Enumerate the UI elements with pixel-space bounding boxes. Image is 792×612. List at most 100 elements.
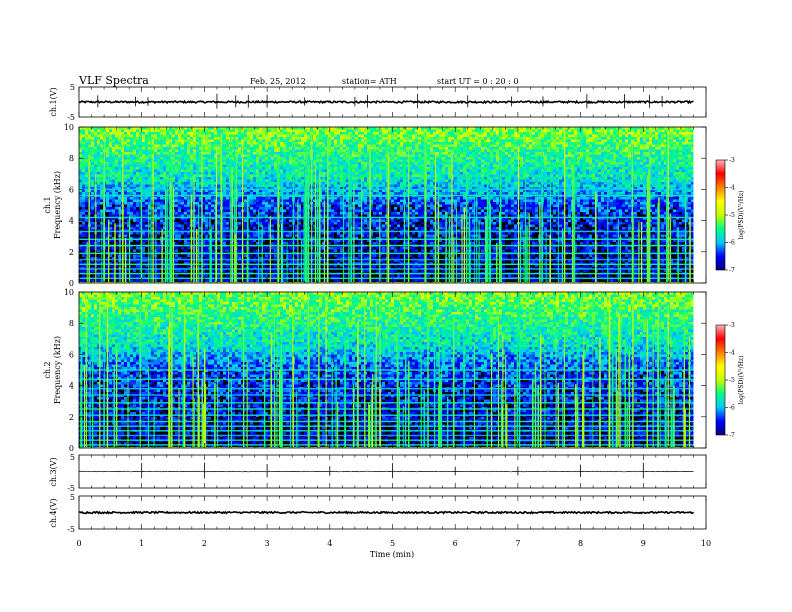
- spectrogram-cell: [520, 169, 523, 172]
- spectrogram-cell: [322, 167, 325, 170]
- spectrogram-cell: [457, 139, 460, 142]
- spectrogram-cell: [271, 172, 274, 175]
- spectrogram-cell: [436, 142, 439, 145]
- spectrogram-cell: [193, 152, 196, 155]
- spectrogram-cell: [160, 149, 163, 152]
- spectrogram-cell: [184, 149, 187, 152]
- spectrogram-cell: [133, 184, 136, 187]
- spectrogram-cell: [421, 157, 424, 160]
- spectrogram-cell: [100, 144, 103, 147]
- spectrogram-cell: [268, 172, 271, 175]
- spectrogram-cell: [475, 139, 478, 142]
- spectrogram-cell: [334, 164, 337, 167]
- spectrogram-cell: [646, 169, 649, 172]
- spectrogram-cell: [595, 164, 598, 167]
- spectrogram-cell: [274, 162, 277, 165]
- spectrogram-cell: [400, 134, 403, 137]
- spectrogram-cell: [379, 154, 382, 157]
- spectrogram-cell: [175, 149, 178, 152]
- spectrogram-cell: [670, 129, 673, 132]
- spectrogram-cell: [619, 147, 622, 150]
- spectrogram-cell: [346, 184, 349, 187]
- spectrogram-cell: [253, 177, 256, 180]
- spectrogram-cell: [277, 149, 280, 152]
- spectrogram-cell: [331, 169, 334, 172]
- spectrogram-cell: [529, 177, 532, 180]
- spectrogram-cell: [406, 172, 409, 175]
- spectrogram-cell: [457, 134, 460, 137]
- spectrogram-cell: [148, 144, 151, 147]
- spectrogram-cell: [256, 164, 259, 167]
- spectrogram-cell: [271, 152, 274, 155]
- spectrogram-cell: [418, 174, 421, 177]
- spectrogram-cell: [283, 164, 286, 167]
- spectrogram-cell: [289, 152, 292, 155]
- spectrogram-cell: [580, 177, 583, 180]
- spectrogram-cell: [427, 152, 430, 155]
- spectrogram-cell: [661, 172, 664, 175]
- spectrogram-cell: [205, 139, 208, 142]
- spectrogram-cell: [664, 182, 667, 185]
- spectrogram-cell: [472, 179, 475, 182]
- spectrogram-cell: [118, 127, 121, 130]
- spectrogram-cell: [604, 132, 607, 135]
- spectrogram-cell: [175, 177, 178, 180]
- spectrogram-cell: [250, 182, 253, 185]
- spectrogram-cell: [649, 179, 652, 182]
- spectrogram-cell: [613, 182, 616, 185]
- spectrogram-cell: [544, 174, 547, 177]
- spectrogram-cell: [511, 174, 514, 177]
- ch1-ytick-neg5: -5: [67, 113, 75, 122]
- spectrogram-cell: [442, 139, 445, 142]
- spectrogram-cell: [115, 142, 118, 145]
- spectrogram-cell: [313, 142, 316, 145]
- spectrogram-cell: [322, 184, 325, 187]
- spectrogram-cell: [142, 162, 145, 165]
- spectrogram-cell: [634, 142, 637, 145]
- spectrogram-cell: [538, 147, 541, 150]
- spectrogram-cell: [514, 137, 517, 140]
- spectrogram-cell: [400, 172, 403, 175]
- spectrogram-cell: [316, 172, 319, 175]
- spectrogram-cell: [388, 177, 391, 180]
- spectrogram-cell: [604, 162, 607, 165]
- spectrogram-cell: [238, 149, 241, 152]
- spectrogram-cell: [100, 147, 103, 150]
- spectrogram-cell: [460, 182, 463, 185]
- spectrogram-cell: [298, 164, 301, 167]
- spectrogram-cell: [685, 127, 688, 130]
- spectrogram-cell: [208, 154, 211, 157]
- spectrogram-cell: [418, 157, 421, 160]
- spectrogram-cell: [379, 144, 382, 147]
- spectrogram-cell: [427, 167, 430, 170]
- spectrogram-cell: [490, 147, 493, 150]
- spectrogram-cell: [343, 174, 346, 177]
- spectrogram-cell: [253, 137, 256, 140]
- spectrogram-cell: [415, 154, 418, 157]
- spectrogram-cell: [559, 182, 562, 185]
- spectrogram-cell: [352, 132, 355, 135]
- spectrogram-cell: [400, 184, 403, 187]
- spectrogram-cell: [340, 174, 343, 177]
- spectrogram-cell: [151, 157, 154, 160]
- spectrogram-cell: [451, 147, 454, 150]
- spectrogram-cell: [466, 164, 469, 167]
- spectrogram-cell: [307, 142, 310, 145]
- spectrogram-cell: [553, 152, 556, 155]
- spectrogram-cell: [430, 172, 433, 175]
- spectrogram-cell: [340, 142, 343, 145]
- spectrogram-cell: [187, 154, 190, 157]
- spectrogram-cell: [562, 177, 565, 180]
- spectrogram-cell: [388, 164, 391, 167]
- spectrogram-cell: [502, 182, 505, 185]
- spectrogram-cell: [535, 177, 538, 180]
- spectrogram-cell: [142, 154, 145, 157]
- spectrogram-cell: [559, 159, 562, 162]
- spectrogram-cell: [523, 172, 526, 175]
- spectrogram-cell: [79, 174, 82, 177]
- spectrogram-cell: [382, 154, 385, 157]
- spectrogram-cell: [673, 127, 676, 130]
- spectrogram-cell: [433, 132, 436, 135]
- spectrogram-cell: [625, 159, 628, 162]
- spectrogram-cell: [466, 169, 469, 172]
